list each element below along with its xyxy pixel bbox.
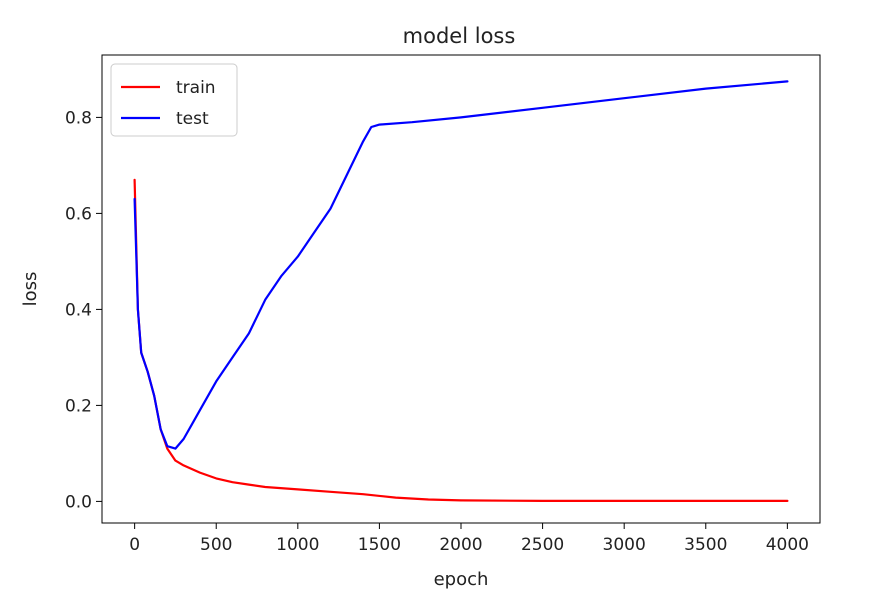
- legend-items: train test: [121, 78, 216, 129]
- x-tick-label: 0: [129, 535, 140, 555]
- legend: train test: [110, 63, 238, 137]
- y-tick-label: 0.6: [65, 204, 92, 224]
- y-axis-title: loss: [20, 272, 41, 307]
- chart-title: model loss: [403, 24, 516, 48]
- legend-label-train: train: [176, 78, 216, 98]
- x-tick-label: 4000: [766, 535, 809, 555]
- x-tick-label: 500: [200, 535, 232, 555]
- y-tick-label: 0.4: [65, 300, 92, 320]
- legend-box: [110, 63, 238, 137]
- y-tick-label: 0.2: [65, 396, 92, 416]
- x-axis-title: epoch: [434, 569, 489, 590]
- x-tick-label: 3500: [684, 535, 727, 555]
- y-tick-label: 0.8: [65, 108, 92, 128]
- x-tick-label: 1000: [276, 535, 319, 555]
- y-axis: 0.0 0.2 0.4 0.6 0.8: [65, 108, 102, 512]
- x-tick-label: 3000: [603, 535, 646, 555]
- x-axis: 0 500 1000 1500 2000 2500 3000 3500 4000: [129, 523, 809, 555]
- series-layer: [133, 80, 789, 502]
- legend-label-test: test: [176, 109, 209, 129]
- series-line-test: [133, 80, 789, 450]
- y-tick-label: 0.0: [65, 492, 92, 512]
- x-tick-label: 1500: [358, 535, 401, 555]
- x-tick-label: 2000: [439, 535, 482, 555]
- x-tick-label: 2500: [521, 535, 564, 555]
